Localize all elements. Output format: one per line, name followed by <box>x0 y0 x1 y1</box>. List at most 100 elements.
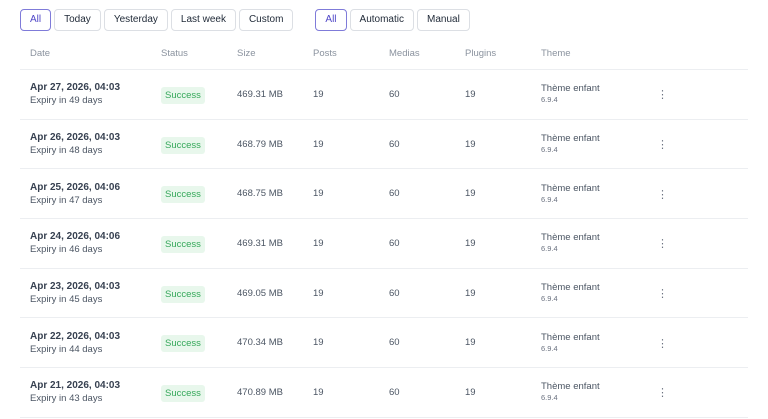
size-cell: 468.75 MB <box>237 188 283 200</box>
theme-cell: Thème enfant 6.9.4 <box>541 232 657 254</box>
table-row: Apr 21, 2026, 04:03 Expiry in 43 days Succ… <box>20 368 748 418</box>
status-badge: Success <box>161 285 205 303</box>
type-filter-group: All Automatic Manual <box>315 9 470 31</box>
theme-version: 6.9.4 <box>541 145 558 155</box>
expiry-text: Expiry in 45 days <box>30 294 103 306</box>
row-menu-cell: ⋮ <box>657 284 687 302</box>
expiry-text: Expiry in 47 days <box>30 194 103 206</box>
theme-name: Thème enfant <box>541 331 600 343</box>
posts-cell: 19 <box>313 188 324 200</box>
expiry-text: Expiry in 49 days <box>30 95 103 107</box>
status-badge: Success <box>161 86 205 104</box>
posts-cell: 19 <box>313 287 324 299</box>
expiry-text: Expiry in 43 days <box>30 393 103 405</box>
status-cell: Success <box>161 234 237 253</box>
size-cell: 470.89 MB <box>237 386 283 398</box>
backups-table: Date Status Size Posts Medias Plugins Th… <box>20 38 748 418</box>
medias-cell: 60 <box>389 88 400 100</box>
backup-date: Apr 24, 2026, 04:06 <box>30 231 121 243</box>
expiry-text: Expiry in 48 days <box>30 145 103 157</box>
period-filter-group: All Today Yesterday Last week Custom <box>20 9 294 31</box>
status-cell: Success <box>161 383 237 402</box>
period-filter-last-week[interactable]: Last week <box>170 9 236 31</box>
more-vertical-icon[interactable]: ⋮ <box>657 288 668 301</box>
plugins-cell: 19 <box>465 237 476 249</box>
header-date: Date <box>30 48 51 59</box>
plugins-cell: 19 <box>465 287 476 299</box>
period-filter-today[interactable]: Today <box>54 9 101 31</box>
filter-bar: All Today Yesterday Last week Custom All… <box>20 9 470 31</box>
size-cell: 469.31 MB <box>237 237 283 249</box>
theme-name: Thème enfant <box>541 381 600 393</box>
backup-date: Apr 22, 2026, 04:03 <box>30 330 121 342</box>
backup-date: Apr 27, 2026, 04:03 <box>30 82 121 94</box>
row-menu-cell: ⋮ <box>657 135 687 153</box>
date-cell: Apr 26, 2026, 04:03 Expiry in 48 days <box>20 131 161 157</box>
header-medias: Medias <box>389 48 420 59</box>
header-size: Size <box>237 48 256 59</box>
status-cell: Success <box>161 284 237 303</box>
period-filter-all[interactable]: All <box>20 9 52 31</box>
medias-cell: 60 <box>389 188 400 200</box>
header-theme: Theme <box>541 48 571 59</box>
plugins-cell: 19 <box>465 138 476 150</box>
backup-date: Apr 25, 2026, 04:06 <box>30 181 121 193</box>
theme-cell: Thème enfant 6.9.4 <box>541 83 657 105</box>
medias-cell: 60 <box>389 237 400 249</box>
medias-cell: 60 <box>389 337 400 349</box>
row-menu-cell: ⋮ <box>657 234 687 252</box>
plugins-cell: 19 <box>465 188 476 200</box>
size-cell: 469.31 MB <box>237 88 283 100</box>
expiry-text: Expiry in 44 days <box>30 343 103 355</box>
row-menu-cell: ⋮ <box>657 334 687 352</box>
table-body: Apr 27, 2026, 04:03 Expiry in 49 days Succ… <box>20 70 748 418</box>
backup-date: Apr 21, 2026, 04:03 <box>30 380 121 392</box>
period-filter-custom[interactable]: Custom <box>238 9 294 31</box>
status-cell: Success <box>161 85 237 104</box>
more-vertical-icon[interactable]: ⋮ <box>657 238 668 251</box>
posts-cell: 19 <box>313 337 324 349</box>
theme-version: 6.9.4 <box>541 95 558 105</box>
theme-cell: Thème enfant 6.9.4 <box>541 332 657 354</box>
table-row: Apr 26, 2026, 04:03 Expiry in 48 days Succ… <box>20 120 748 170</box>
theme-name: Thème enfant <box>541 83 600 95</box>
date-cell: Apr 22, 2026, 04:03 Expiry in 44 days <box>20 330 161 356</box>
theme-name: Thème enfant <box>541 282 600 294</box>
status-badge: Success <box>161 235 205 253</box>
type-filter-all[interactable]: All <box>315 9 347 31</box>
type-filter-manual[interactable]: Manual <box>417 9 470 31</box>
medias-cell: 60 <box>389 287 400 299</box>
more-vertical-icon[interactable]: ⋮ <box>657 89 668 102</box>
more-vertical-icon[interactable]: ⋮ <box>657 139 668 152</box>
status-badge: Success <box>161 335 205 353</box>
period-filter-yesterday[interactable]: Yesterday <box>103 9 168 31</box>
row-menu-cell: ⋮ <box>657 85 687 103</box>
posts-cell: 19 <box>313 88 324 100</box>
more-vertical-icon[interactable]: ⋮ <box>657 188 668 201</box>
posts-cell: 19 <box>313 138 324 150</box>
theme-version: 6.9.4 <box>541 194 558 204</box>
status-cell: Success <box>161 184 237 204</box>
type-filter-automatic[interactable]: Automatic <box>349 9 414 31</box>
row-menu-cell: ⋮ <box>657 185 687 203</box>
plugins-cell: 19 <box>465 88 476 100</box>
date-cell: Apr 23, 2026, 04:03 Expiry in 45 days <box>20 280 161 306</box>
backup-date: Apr 26, 2026, 04:03 <box>30 132 121 144</box>
size-cell: 470.34 MB <box>237 337 283 349</box>
more-vertical-icon[interactable]: ⋮ <box>657 337 668 350</box>
medias-cell: 60 <box>389 138 400 150</box>
table-row: Apr 24, 2026, 04:06 Expiry in 46 days Succ… <box>20 219 748 269</box>
more-vertical-icon[interactable]: ⋮ <box>657 387 668 400</box>
theme-cell: Thème enfant 6.9.4 <box>541 282 657 304</box>
theme-version: 6.9.4 <box>541 294 558 304</box>
theme-name: Thème enfant <box>541 133 600 145</box>
status-cell: Success <box>161 333 237 353</box>
expiry-text: Expiry in 46 days <box>30 244 103 256</box>
posts-cell: 19 <box>313 386 324 398</box>
status-badge: Success <box>161 136 205 154</box>
theme-version: 6.9.4 <box>541 343 558 353</box>
status-badge: Success <box>161 186 205 204</box>
theme-cell: Thème enfant 6.9.4 <box>541 183 657 205</box>
size-cell: 469.05 MB <box>237 287 283 299</box>
table-row: Apr 23, 2026, 04:03 Expiry in 45 days Succ… <box>20 269 748 319</box>
